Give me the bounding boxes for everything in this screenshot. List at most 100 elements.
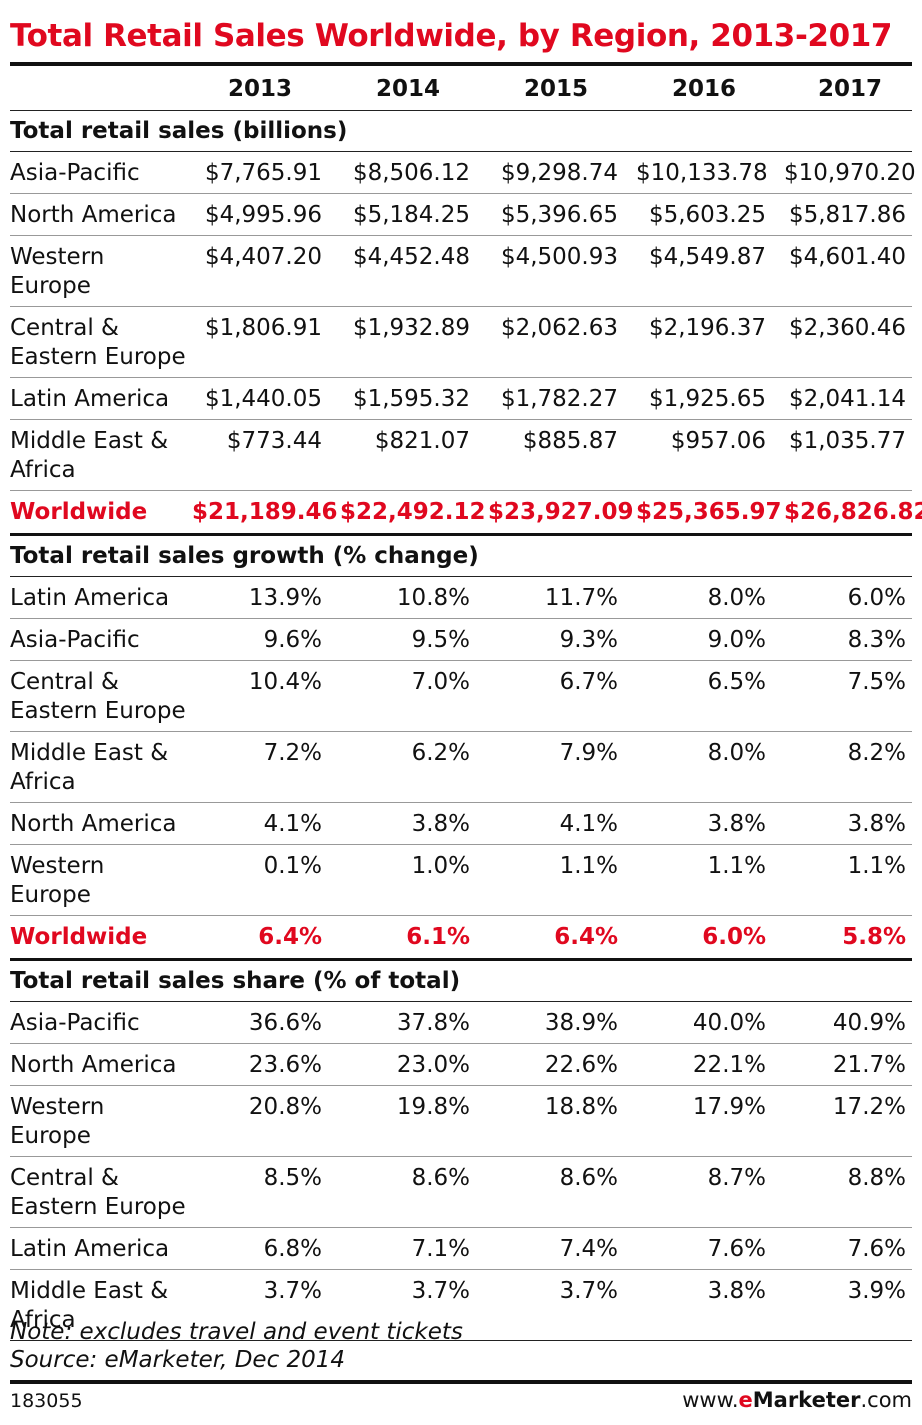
row-label: Central & Eastern Europe — [10, 669, 186, 724]
section-heading: Total retail sales growth (% change) — [10, 543, 479, 569]
value-cell: $8,506.12 — [352, 160, 470, 186]
row-label: Asia-Pacific — [10, 627, 140, 653]
value-cell: 3.7% — [411, 1278, 470, 1304]
total-label: Worldwide — [10, 499, 148, 525]
value-cell: 6.2% — [411, 740, 470, 766]
value-cell: 3.7% — [263, 1278, 322, 1304]
value-cell: 13.9% — [248, 585, 322, 611]
row-label: Western Europe — [10, 244, 105, 299]
section-heading: Total retail sales share (% of total) — [10, 968, 461, 994]
value-cell: 9.0% — [707, 627, 766, 653]
value-cell: 1.1% — [559, 853, 618, 879]
value-cell: $4,549.87 — [648, 244, 766, 270]
chart-title: Total Retail Sales Worldwide, by Region,… — [10, 18, 893, 54]
value-cell: 7.6% — [847, 1236, 906, 1262]
value-cell: $1,932.89 — [352, 315, 470, 341]
value-cell: 7.2% — [263, 740, 322, 766]
worldwide-total-row: Worldwide $21,189.46 $22,492.12 $23,927.09 $… — [10, 491, 922, 535]
value-cell: 7.4% — [559, 1236, 618, 1262]
value-cell: $1,806.91 — [204, 315, 322, 341]
row-label: North America — [10, 202, 177, 228]
row-label: Latin America — [10, 386, 170, 412]
table-row: Middle East & Africa 7.2% 6.2% 7.9% 8.0% 8.2% — [10, 732, 912, 803]
table-row: Latin America $1,440.05 $1,595.32 $1,782.27… — [10, 378, 912, 420]
total-value-cell: 5.8% — [842, 924, 906, 950]
header-blank-cell — [10, 68, 192, 111]
table-row: Latin America 6.8% 7.1% 7.4% 7.6% 7.6% — [10, 1228, 912, 1270]
value-cell: $4,452.48 — [352, 244, 470, 270]
table-row: Central & Eastern Europe 8.5% 8.6% 8.6% 8.7%… — [10, 1157, 912, 1228]
value-cell: 8.0% — [707, 585, 766, 611]
value-cell: $4,995.96 — [204, 202, 322, 228]
value-cell: $1,035.77 — [788, 428, 906, 454]
value-cell: 23.0% — [396, 1052, 470, 1078]
row-label: Middle East & Africa — [10, 428, 169, 483]
total-value-cell: $25,365.97 — [636, 499, 782, 525]
value-cell: 17.2% — [832, 1094, 906, 1120]
notes: Note: excludes travel and event tickets … — [10, 1318, 463, 1374]
table-row: Asia-Pacific 9.6% 9.5% 9.3% 9.0% 8.3% — [10, 619, 912, 661]
value-cell: 1.1% — [847, 853, 906, 879]
value-cell: 3.8% — [847, 811, 906, 837]
section-heading-row: Total retail sales growth (% change) — [10, 535, 912, 577]
table-row: Western Europe 20.8% 19.8% 18.8% 17.9% 17.2% — [10, 1086, 912, 1157]
total-label: Worldwide — [10, 924, 148, 950]
value-cell: $5,184.25 — [352, 202, 470, 228]
value-cell: 3.8% — [707, 811, 766, 837]
value-cell: 40.0% — [692, 1010, 766, 1036]
value-cell: 6.7% — [559, 669, 618, 695]
value-cell: $1,595.32 — [352, 386, 470, 412]
row-label: Western Europe — [10, 853, 105, 908]
row-label: North America — [10, 811, 177, 837]
total-value-cell: $26,826.82 — [784, 499, 922, 525]
value-cell: 8.7% — [707, 1165, 766, 1191]
value-cell: 22.6% — [544, 1052, 618, 1078]
value-cell: 7.9% — [559, 740, 618, 766]
total-value-cell: $22,492.12 — [340, 499, 486, 525]
table-row: Middle East & Africa $773.44 $821.07 $885.8… — [10, 420, 912, 491]
year-header-cell: 2016 — [671, 76, 736, 102]
value-cell: $2,196.37 — [648, 315, 766, 341]
row-label: Middle East & Africa — [10, 1278, 169, 1333]
row-label: Central & Eastern Europe — [10, 1165, 186, 1220]
title-underline — [10, 62, 912, 66]
value-cell: 8.3% — [847, 627, 906, 653]
total-value-cell: 6.1% — [406, 924, 470, 950]
table-row: Latin America 13.9% 10.8% 11.7% 8.0% 6.0% — [10, 577, 912, 619]
row-label: Asia-Pacific — [10, 1010, 140, 1036]
value-cell: $7,765.91 — [204, 160, 322, 186]
value-cell: 8.2% — [847, 740, 906, 766]
value-cell: $4,601.40 — [788, 244, 906, 270]
value-cell: 21.7% — [832, 1052, 906, 1078]
value-cell: 19.8% — [396, 1094, 470, 1120]
value-cell: 6.0% — [847, 585, 906, 611]
emarketer-logo: www.eMarketer.com — [682, 1388, 912, 1412]
value-cell: $773.44 — [226, 428, 322, 454]
value-cell: 8.6% — [559, 1165, 618, 1191]
value-cell: 36.6% — [248, 1010, 322, 1036]
value-cell: 8.6% — [411, 1165, 470, 1191]
table-row: Asia-Pacific 36.6% 37.8% 38.9% 40.0% 40.9% — [10, 1002, 912, 1044]
value-cell: $5,396.65 — [500, 202, 618, 228]
value-cell: $2,360.46 — [788, 315, 906, 341]
section-heading: Total retail sales (billions) — [10, 118, 348, 144]
value-cell: $885.87 — [522, 428, 618, 454]
value-cell: 1.1% — [707, 853, 766, 879]
table-row: Central & Eastern Europe $1,806.91 $1,932.… — [10, 307, 912, 378]
table-row: Western Europe 0.1% 1.0% 1.1% 1.1% 1.1% — [10, 845, 912, 916]
brand-prefix: www. — [682, 1388, 739, 1412]
value-cell: $4,500.93 — [500, 244, 618, 270]
table-row: North America 23.6% 23.0% 22.6% 22.1% 21.7% — [10, 1044, 912, 1086]
table-row: Asia-Pacific $7,765.91 $8,506.12 $9,298.74 $… — [10, 152, 916, 194]
value-cell: $5,603.25 — [648, 202, 766, 228]
value-cell: 23.6% — [248, 1052, 322, 1078]
value-cell: 9.5% — [411, 627, 470, 653]
value-cell: 4.1% — [559, 811, 618, 837]
row-label: Asia-Pacific — [10, 160, 140, 186]
value-cell: 10.8% — [396, 585, 470, 611]
value-cell: 8.5% — [263, 1165, 322, 1191]
value-cell: 8.8% — [847, 1165, 906, 1191]
value-cell: 10.4% — [248, 669, 322, 695]
value-cell: 9.3% — [559, 627, 618, 653]
value-cell: $10,970.20 — [784, 160, 916, 186]
